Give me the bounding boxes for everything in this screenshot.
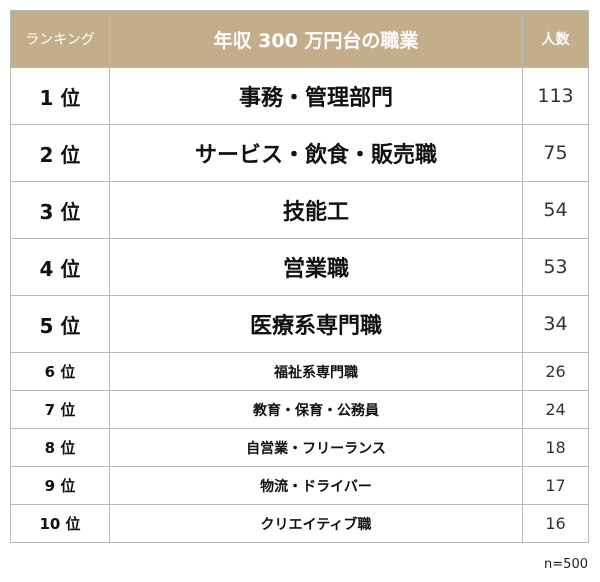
- rank-cell: 8 位: [10, 428, 110, 467]
- table-row: 5 位 医療系専門職 34: [10, 295, 589, 353]
- table-row: 9 位 物流・ドライバー 17: [10, 466, 589, 505]
- table-row: 6 位 福祉系専門職 26: [10, 352, 589, 391]
- count-cell: 53: [522, 238, 589, 296]
- count-cell: 54: [522, 181, 589, 239]
- occupation-cell: クリエイティブ職: [109, 504, 523, 543]
- table-header-row: ランキング 年収 300 万円台の職業 人数: [10, 10, 589, 68]
- table-row: 3 位 技能工 54: [10, 181, 589, 239]
- rank-cell: 10 位: [10, 504, 110, 543]
- count-cell: 26: [522, 352, 589, 391]
- occupation-cell: 福祉系専門職: [109, 352, 523, 391]
- rank-cell: 2 位: [10, 124, 110, 182]
- occupation-cell: 物流・ドライバー: [109, 466, 523, 505]
- count-cell: 24: [522, 390, 589, 429]
- occupation-cell: 事務・管理部門: [109, 67, 523, 125]
- occupation-cell: 教育・保育・公務員: [109, 390, 523, 429]
- count-cell: 17: [522, 466, 589, 505]
- header-count: 人数: [522, 10, 589, 68]
- table-row: 4 位 営業職 53: [10, 238, 589, 296]
- table-row: 7 位 教育・保育・公務員 24: [10, 390, 589, 429]
- occupation-cell: 技能工: [109, 181, 523, 239]
- header-ranking: ランキング: [10, 10, 110, 68]
- rank-cell: 5 位: [10, 295, 110, 353]
- ranking-table: ランキング 年収 300 万円台の職業 人数 1 位 事務・管理部門 113 2…: [10, 10, 589, 543]
- rank-cell: 1 位: [10, 67, 110, 125]
- rank-cell: 7 位: [10, 390, 110, 429]
- count-cell: 75: [522, 124, 589, 182]
- occupation-cell: サービス・飲食・販売職: [109, 124, 523, 182]
- occupation-cell: 医療系専門職: [109, 295, 523, 353]
- rank-cell: 4 位: [10, 238, 110, 296]
- table-row: 8 位 自営業・フリーランス 18: [10, 428, 589, 467]
- occupation-cell: 営業職: [109, 238, 523, 296]
- count-cell: 34: [522, 295, 589, 353]
- header-title: 年収 300 万円台の職業: [109, 10, 523, 68]
- count-cell: 113: [522, 67, 589, 125]
- sample-size-note: n=500: [544, 557, 588, 572]
- table-row: 10 位 クリエイティブ職 16: [10, 504, 589, 543]
- occupation-cell: 自営業・フリーランス: [109, 428, 523, 467]
- rank-cell: 9 位: [10, 466, 110, 505]
- table-row: 1 位 事務・管理部門 113: [10, 67, 589, 125]
- rank-cell: 3 位: [10, 181, 110, 239]
- rank-cell: 6 位: [10, 352, 110, 391]
- table-row: 2 位 サービス・飲食・販売職 75: [10, 124, 589, 182]
- count-cell: 18: [522, 428, 589, 467]
- count-cell: 16: [522, 504, 589, 543]
